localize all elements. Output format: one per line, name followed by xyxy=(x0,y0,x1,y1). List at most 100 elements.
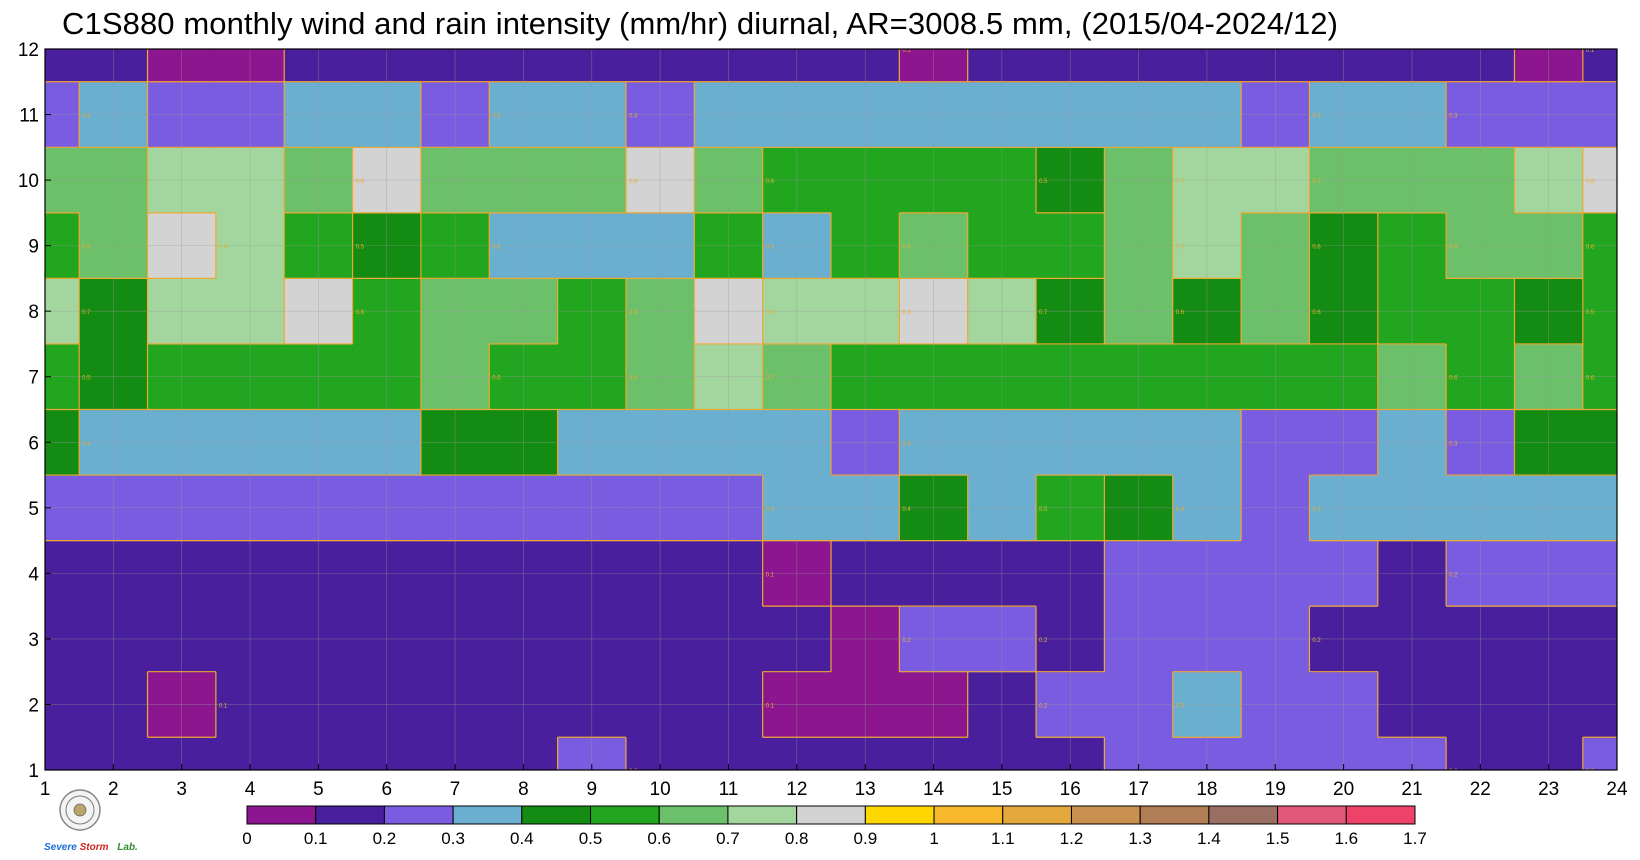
colorbar-tick-label: 0.9 xyxy=(854,829,878,848)
heatmap-cell xyxy=(1582,49,1617,83)
x-tick-label: 14 xyxy=(923,779,945,800)
colorbar-swatch xyxy=(1139,805,1210,825)
y-tick-label: 8 xyxy=(28,302,39,323)
colorbar-swatch xyxy=(1208,805,1279,825)
contour-label: 0.6 xyxy=(1176,310,1185,316)
heatmap-cell xyxy=(79,49,149,83)
heatmap-cell xyxy=(1309,343,1379,411)
colorbar-tick-label: 1.7 xyxy=(1403,829,1427,848)
y-tick-label: 11 xyxy=(19,106,39,127)
heatmap-cell xyxy=(1377,81,1447,148)
colorbar-swatch xyxy=(315,805,385,825)
colorbar-swatch xyxy=(383,805,454,825)
x-tick-label: 5 xyxy=(313,779,324,800)
heatmap-cell xyxy=(147,81,217,148)
colorbar-swatch xyxy=(246,805,317,825)
x-tick-label: 2 xyxy=(108,779,119,800)
heatmap-cell xyxy=(45,737,80,770)
x-tick-label: 23 xyxy=(1538,779,1559,800)
svg-text:Severe Storm Lab.: Severe Storm Lab. xyxy=(44,842,138,853)
contour-label: 0.5 xyxy=(766,245,775,251)
heatmap-cell xyxy=(147,49,217,83)
contour-label: 0.6 xyxy=(1449,245,1458,251)
x-tick-label: 19 xyxy=(1265,779,1286,800)
colorbar-tick-label: 0.7 xyxy=(716,829,740,848)
colorbar-tick-label: 1 xyxy=(929,829,938,848)
colorbar-tick-label: 1.1 xyxy=(991,829,1015,848)
plot-frame xyxy=(44,48,1618,771)
heatmap-cell xyxy=(1446,343,1516,411)
x-tick-label: 21 xyxy=(1401,779,1422,800)
x-tick-label: 20 xyxy=(1333,779,1354,800)
x-tick-label: 4 xyxy=(245,779,256,800)
contour-label: 0.3 xyxy=(1312,114,1321,120)
contour-label: 0.5 xyxy=(1039,179,1048,185)
contour-label: 0.6 xyxy=(629,376,638,382)
heatmap-cell xyxy=(967,81,1037,148)
colorbar-swatch xyxy=(1002,805,1072,825)
colorbar-swatch xyxy=(452,805,523,825)
colorbar-swatch xyxy=(796,805,866,825)
heatmap-cell xyxy=(1582,343,1617,411)
y-tick-label: 9 xyxy=(28,237,39,258)
contour-label: 0.7 xyxy=(1039,310,1048,316)
heatmap-cell xyxy=(45,49,80,83)
colorbar-swatch xyxy=(658,805,729,825)
heatmap-cell xyxy=(1309,81,1379,148)
contour-label: 0.7 xyxy=(1176,179,1185,185)
y-tick-label: 5 xyxy=(28,499,39,520)
heatmap-cell xyxy=(899,343,969,411)
contour-label: 0.7 xyxy=(1176,245,1185,251)
y-tick-label: 12 xyxy=(18,40,39,61)
colorbar-swatch xyxy=(864,805,935,825)
contour-label: 0.2 xyxy=(1312,638,1321,644)
x-axis-ticks: 1 2 3 4 5 6 7 8 9 10 11 12 13 14 15 16 17 18 19 20 21 22 23 24 xyxy=(40,764,1628,800)
heatmap-cell xyxy=(557,81,627,148)
y-tick-label: 10 xyxy=(18,171,39,192)
heatmap-cell xyxy=(1377,343,1447,411)
contour-label: 0.6 xyxy=(902,245,911,251)
heatmap-cell xyxy=(1377,49,1447,83)
contour-label: 0.3 xyxy=(82,114,91,120)
colorbar-tick-label: 1.5 xyxy=(1266,829,1290,848)
contour-label: 0.1 xyxy=(902,48,911,54)
contour-label: 0.6 xyxy=(1449,376,1458,382)
x-tick-label: 6 xyxy=(381,779,392,800)
heatmap-cell xyxy=(967,49,1037,83)
contour-label: 0.5 xyxy=(1039,507,1048,513)
heatmap-cell xyxy=(1172,81,1242,148)
heatmap-cell xyxy=(79,81,149,148)
contour-label: 0.6 xyxy=(1586,376,1595,382)
contour-label: 0.3 xyxy=(1449,114,1458,120)
heatmap-cell xyxy=(1446,49,1516,83)
heatmap-cell xyxy=(420,81,490,148)
heatmap-cell xyxy=(420,343,490,411)
colorbar-tick-label: 0.4 xyxy=(510,829,534,848)
logo-lab-text: Lab. xyxy=(117,842,138,853)
contour-label: 0.8 xyxy=(356,179,365,185)
heatmap-cell xyxy=(899,81,969,148)
x-tick-label: 13 xyxy=(855,779,876,800)
contour-label: 0.3 xyxy=(1312,507,1321,513)
chart-title: C1S880 monthly wind and rain intensity (… xyxy=(62,6,1339,41)
colorbar-tick-label: 0.5 xyxy=(579,829,603,848)
contour-label: 0.5 xyxy=(1586,310,1595,316)
contour-label: 0.4 xyxy=(82,441,91,447)
contour-label: 0.8 xyxy=(1586,179,1595,185)
contour-label: 0.3 xyxy=(629,114,638,120)
x-tick-label: 17 xyxy=(1128,779,1149,800)
colorbar-swatch xyxy=(727,805,798,825)
contour-label: 0.6 xyxy=(766,179,775,185)
colorbar-tick-label: 0 xyxy=(242,829,251,848)
contour-label: 0.6 xyxy=(82,245,91,251)
contour-label: 0.5 xyxy=(82,376,91,382)
heatmap-cell xyxy=(79,343,149,411)
x-tick-label: 3 xyxy=(176,779,187,800)
colorbar-tick-label: 0.2 xyxy=(373,829,397,848)
contour-label: 0.7 xyxy=(82,310,91,316)
colorbar-swatch xyxy=(1070,805,1141,825)
x-tick-label: 12 xyxy=(786,779,807,800)
contour-label: 0.3 xyxy=(492,114,501,120)
colorbar-tick-label: 0.8 xyxy=(785,829,809,848)
